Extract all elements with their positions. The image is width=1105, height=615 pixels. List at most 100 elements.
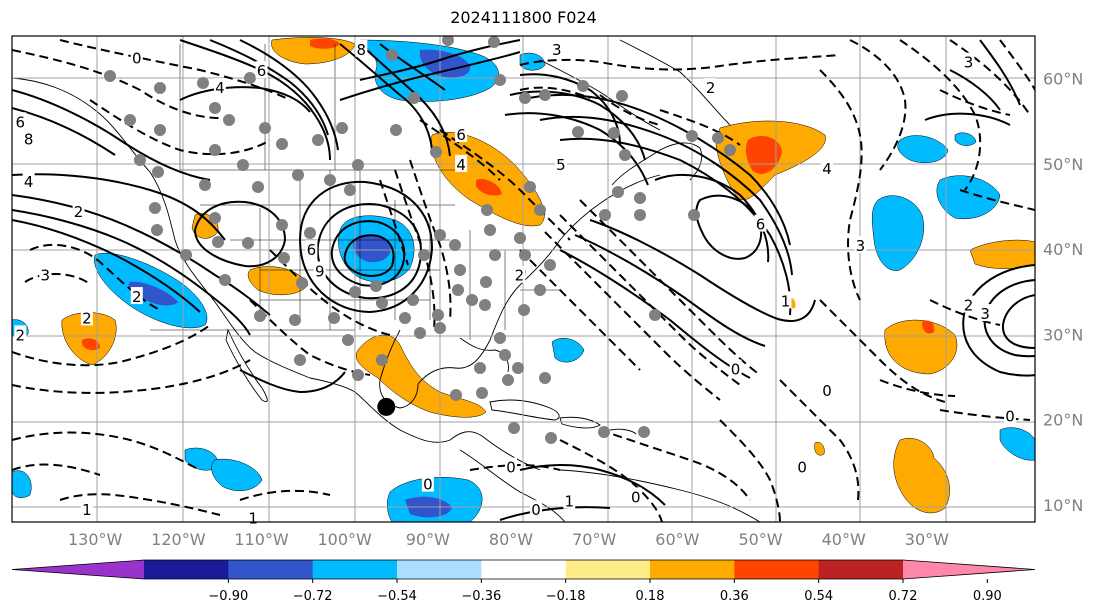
- contour-label-bg: [72, 201, 85, 219]
- colorbar-segment: [397, 560, 482, 579]
- contour-label-bg: [22, 171, 35, 189]
- contour-label: 3: [40, 267, 50, 285]
- contour-label: 9: [315, 262, 325, 280]
- location-marker: [377, 397, 396, 416]
- contour-label: 4: [822, 160, 832, 178]
- contour-label: 6: [257, 62, 267, 80]
- contour-label-bg: [729, 359, 742, 377]
- contour-label: 1: [564, 493, 574, 511]
- lat-tick-label: 30°N: [1043, 325, 1083, 344]
- colorbar-segment: [144, 560, 229, 579]
- colorbar-tick-label: 0.18: [636, 589, 665, 604]
- colorbar-tick-label: 0.36: [720, 589, 749, 604]
- contour-label: 0: [531, 501, 541, 519]
- contour-label-bg: [22, 129, 35, 147]
- contour-label: 4: [24, 173, 34, 191]
- longitude-axis: 130°W 120°W 110°W 100°W 90°W 80°W 70°W 60°W 50°W…: [68, 530, 949, 549]
- colorbar-tick-label: 0.72: [889, 589, 918, 604]
- contour-label: 6: [16, 113, 26, 131]
- contour-label-bg: [821, 159, 834, 177]
- colorbar-tick-label: −0.90: [208, 589, 248, 604]
- contour-label: 2: [964, 297, 974, 315]
- lat-tick-label: 10°N: [1043, 496, 1083, 515]
- colorbar-segment: [818, 560, 904, 579]
- contour-label: 1: [248, 510, 258, 528]
- contour-label: 6: [307, 241, 317, 259]
- contour-label: 0: [1005, 407, 1015, 425]
- contour-label-bg: [305, 240, 318, 258]
- map-title: 2024111800 F024: [450, 8, 597, 27]
- contour-label-bg: [529, 500, 542, 518]
- colorbar-segment: [312, 560, 398, 579]
- colorbar-segment: [565, 560, 651, 579]
- colorbar-segment: [228, 560, 314, 579]
- contour-label-bg: [80, 308, 93, 326]
- contour-label: 4: [215, 79, 225, 97]
- contour-label-bg: [313, 261, 326, 279]
- contour-label: 6: [756, 216, 766, 234]
- lon-tick-label: 40°W: [822, 530, 866, 549]
- lat-tick-label: 50°N: [1043, 155, 1083, 174]
- contour-label-bg: [979, 304, 992, 322]
- lon-tick-label: 100°W: [318, 530, 373, 549]
- state-borders-layer: [150, 44, 560, 340]
- contour-label-bg: [513, 265, 526, 283]
- contour-label-bg: [14, 112, 27, 130]
- contour-label-bg: [796, 457, 809, 475]
- lon-tick-label: 130°W: [68, 530, 123, 549]
- contour-label-bg: [704, 78, 717, 96]
- contour-label-bg: [821, 380, 834, 398]
- contour-label-bg: [39, 265, 52, 283]
- contour-label: 2: [515, 267, 525, 285]
- contour-label: 0: [423, 476, 433, 494]
- contour-label: 5: [556, 156, 566, 174]
- colorbar-tick-label: 0.90: [973, 589, 1002, 604]
- contour-label: 2: [74, 203, 84, 221]
- contour-label-bg: [455, 154, 468, 172]
- contour-label: 2: [16, 326, 26, 344]
- lon-tick-label: 70°W: [572, 530, 616, 549]
- contour-label-bg: [130, 48, 143, 66]
- contour-label-bg: [554, 154, 567, 172]
- contour-label-bg: [255, 61, 268, 79]
- colorbar-extend-low: [12, 560, 144, 579]
- contour-label-bg: [80, 500, 93, 518]
- colorbar-tick-label: 0.54: [804, 589, 833, 604]
- contour-label: 3: [856, 237, 866, 255]
- contour-label-bg: [130, 287, 143, 305]
- colorbar-segment: [650, 560, 735, 579]
- map-frame: [11, 35, 1036, 523]
- lat-tick-label: 60°N: [1043, 70, 1083, 89]
- colorbar-tick-label: −0.18: [546, 589, 586, 604]
- colorbar-outline: [11, 559, 1036, 580]
- contour-label-bg: [355, 39, 368, 57]
- colorbar-extend-high: [903, 560, 1035, 579]
- contour-label: 0: [797, 459, 807, 477]
- contour-label: 6: [456, 126, 466, 144]
- contour-label-bg: [505, 457, 518, 475]
- lon-tick-label: 80°W: [489, 530, 533, 549]
- contour-label: 2: [132, 288, 142, 306]
- contour-label: 0: [631, 488, 641, 506]
- contour-label: 8: [24, 130, 34, 148]
- contour-label: 4: [456, 156, 466, 174]
- contour-label: 1: [781, 292, 791, 310]
- contour-label-bg: [1004, 406, 1017, 424]
- colorbar: −0.90 −0.72 −0.54 −0.36 −0.18 0.18 0.36 0.54 0.7…: [11, 559, 1036, 604]
- contour-label-bg: [629, 487, 642, 505]
- lon-tick-label: 90°W: [406, 530, 450, 549]
- contour-label-bg: [213, 78, 226, 96]
- contour-label-bg: [14, 325, 27, 343]
- lat-tick-label: 40°N: [1043, 240, 1083, 259]
- contour-label: 0: [822, 382, 832, 400]
- contour-label: 1: [82, 501, 92, 519]
- lat-tick-label: 20°N: [1043, 411, 1083, 430]
- lon-tick-label: 110°W: [234, 530, 289, 549]
- lon-tick-label: 60°W: [655, 530, 699, 549]
- latitude-axis: 60°N 50°N 40°N 30°N 20°N 10°N: [1043, 70, 1083, 515]
- contour-label-bg: [962, 295, 975, 313]
- contour-label: 0: [731, 361, 741, 379]
- contour-label-bg: [854, 235, 867, 253]
- contour-label-bg: [421, 474, 434, 492]
